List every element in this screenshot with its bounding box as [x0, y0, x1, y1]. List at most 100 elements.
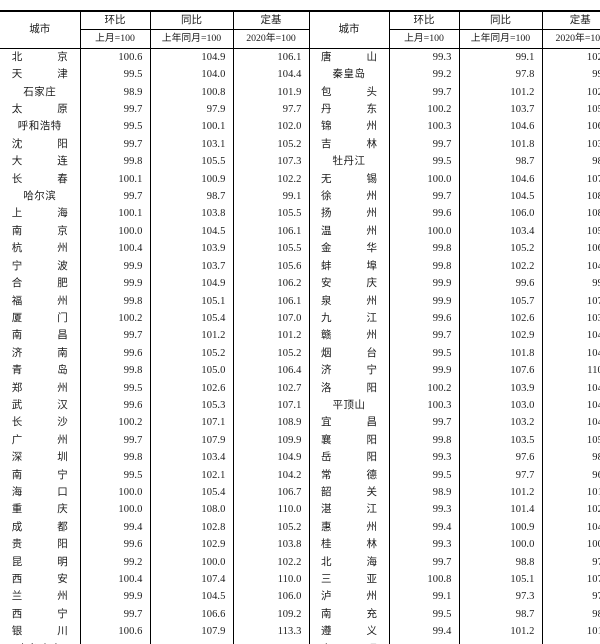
col-header-city-right: 城市 [309, 9, 389, 49]
cell-mom-left: 99.7 [79, 640, 150, 644]
cell-base-right: 108.5 [541, 188, 600, 206]
cell-yoy-left: 105.2 [149, 344, 233, 363]
cell-mom-right: 100.2 [388, 379, 459, 397]
cell-base-left: 102.0 [232, 118, 310, 136]
cell-yoy-right: 98.7 [458, 605, 542, 624]
cell-base-right: 107.3 [541, 170, 600, 189]
cell-base-left: 104.9 [232, 640, 310, 644]
cell-yoy-right: 102.9 [458, 327, 542, 345]
cell-city-right: 赣州 [321, 330, 377, 342]
cell-city-left: 长春 [11, 173, 68, 185]
cell-yoy-left: 100.8 [149, 83, 233, 102]
cell-base-left: 109.2 [232, 605, 310, 624]
cell-yoy-right: 100.0 [458, 536, 542, 554]
cell-mom-left: 98.9 [79, 83, 150, 102]
cell-yoy-left: 102.9 [149, 536, 233, 554]
cell-mom-right: 99.4 [388, 518, 459, 537]
cell-mom-right: 99.5 [388, 344, 459, 363]
cell-mom-right: 99.1 [388, 640, 459, 644]
cell-city-left: 郑州 [11, 382, 68, 394]
cell-base-left: 103.8 [232, 536, 310, 554]
table-header: 城市 环比 同比 定基 城市 环比 同比 定基 上月=100 上年同月=100 … [0, 9, 600, 49]
cell-mom-right: 99.6 [388, 309, 459, 328]
cell-base-left: 102.2 [232, 170, 310, 189]
cell-city-left: 北京 [11, 51, 68, 63]
cell-mom-left: 99.7 [79, 431, 150, 450]
cell-base-right: 104.3 [541, 327, 600, 345]
cell-city-right: 惠州 [321, 521, 377, 533]
cell-city-left: 哈尔滨 [23, 191, 57, 203]
cell-city-right: 常德 [321, 469, 377, 481]
cell-yoy-left: 102.6 [149, 379, 233, 397]
cell-mom-right: 100.8 [388, 571, 459, 589]
cell-city-right: 北海 [321, 556, 377, 568]
cell-base-left: 107.1 [232, 396, 310, 415]
cell-yoy-left: 105.4 [149, 483, 233, 502]
cell-mom-right: 99.7 [388, 135, 459, 154]
cell-base-left: 106.2 [232, 275, 310, 293]
cell-city-left: 大连 [11, 156, 68, 168]
cell-mom-right: 99.5 [388, 153, 459, 171]
cell-city-left: 济南 [11, 347, 68, 359]
cell-city-left: 厦门 [11, 312, 68, 324]
cell-mom-right: 100.0 [388, 170, 459, 189]
cell-base-left: 101.2 [232, 327, 310, 345]
cell-yoy-right: 99.1 [458, 48, 542, 67]
cell-city-left: 西安 [11, 574, 68, 585]
cell-mom-left: 100.2 [79, 309, 150, 328]
cell-city-right: 徐州 [321, 191, 377, 203]
cell-base-right: 101.6 [541, 483, 600, 502]
cell-city-right: 丹东 [321, 104, 377, 116]
cell-base-right: 107.2 [541, 571, 600, 589]
cell-yoy-left: 97.9 [149, 101, 233, 119]
cell-yoy-left: 103.4 [149, 449, 233, 467]
cell-yoy-right: 106.0 [458, 205, 542, 223]
cell-mom-right: 99.1 [388, 588, 459, 606]
cell-yoy-right: 102.2 [458, 257, 542, 276]
cell-yoy-right: 104.5 [458, 188, 542, 206]
cell-yoy-right: 96.8 [458, 640, 542, 644]
cell-base-right: 108.5 [541, 205, 600, 223]
cell-yoy-left: 104.9 [149, 275, 233, 293]
cell-city-left: 贵阳 [11, 539, 68, 551]
cell-yoy-left: 98.7 [149, 188, 233, 206]
cell-base-left: 106.0 [232, 588, 310, 606]
cell-city-right: 遵义 [321, 626, 377, 638]
cell-yoy-left: 103.9 [149, 240, 233, 258]
cell-mom-right: 99.5 [388, 605, 459, 624]
cell-yoy-left: 100.1 [149, 118, 233, 136]
cell-yoy-left: 103.8 [149, 205, 233, 223]
cell-yoy-right: 103.5 [458, 431, 542, 450]
cell-yoy-right: 105.1 [458, 571, 542, 589]
cell-base-left: 104.4 [232, 66, 310, 84]
cell-base-left: 106.7 [232, 483, 310, 502]
cell-mom-left: 100.0 [79, 222, 150, 241]
header-row-primary: 城市 环比 同比 定基 城市 环比 同比 定基 [0, 9, 600, 49]
cell-mom-right: 99.3 [388, 449, 459, 467]
cell-mom-right: 98.9 [388, 483, 459, 502]
cell-base-left: 108.9 [232, 414, 310, 432]
col-header-base-left: 定基 [232, 10, 310, 31]
col-subheader-base-left: 2020年=100 [232, 29, 310, 49]
cell-city-right: 济宁 [321, 365, 377, 377]
cell-yoy-right: 98.8 [458, 553, 542, 571]
col-header-mom-left: 环比 [79, 10, 150, 31]
table-body: 北京100.6104.9106.1唐山99.399.1102.3天津99.510… [0, 48, 600, 644]
cell-mom-right: 99.9 [388, 292, 459, 310]
cell-base-left: 102.7 [232, 379, 310, 397]
col-subheader-mom-left: 上月=100 [79, 29, 150, 49]
cell-base-left: 105.2 [232, 344, 310, 363]
cell-base-right: 110.5 [541, 362, 600, 380]
cell-mom-right: 99.5 [388, 466, 459, 484]
cell-yoy-left: 103.7 [149, 257, 233, 276]
